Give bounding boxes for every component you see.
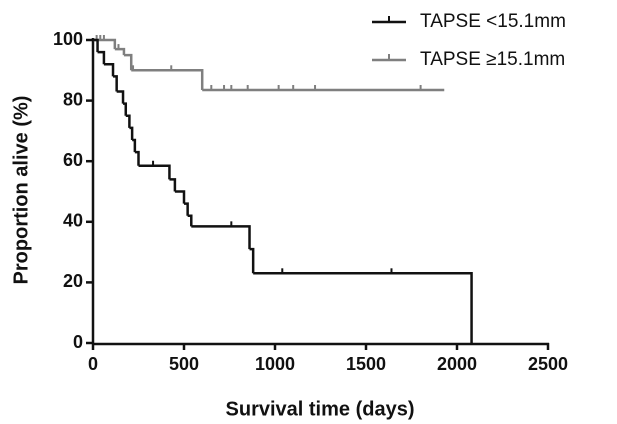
survival-step xyxy=(138,164,171,180)
survival-step xyxy=(93,38,117,50)
survival-step xyxy=(169,178,177,192)
legend-label: TAPSE <15.1mm xyxy=(420,11,566,32)
y-axis-title: Proportion alive (%) xyxy=(10,96,32,285)
survival-step xyxy=(123,102,128,116)
y-tick-label: 100 xyxy=(53,29,83,49)
x-tick-label: 1000 xyxy=(255,354,295,374)
survival-step xyxy=(174,190,186,204)
x-tick-label: 2500 xyxy=(528,354,568,374)
survival-step xyxy=(123,53,133,71)
y-tick-label: 20 xyxy=(63,271,83,291)
survival-step xyxy=(191,225,251,250)
survival-step xyxy=(116,90,125,104)
survival-step xyxy=(113,75,118,92)
survival-step xyxy=(125,114,131,128)
survival-step xyxy=(93,38,99,53)
y-tick-label: 0 xyxy=(73,332,83,352)
survival-step xyxy=(187,214,193,227)
survival-step xyxy=(249,247,255,274)
x-tick-label: 0 xyxy=(88,354,98,374)
x-axis-title: Survival time (days) xyxy=(226,398,415,420)
x-tick-label: 500 xyxy=(169,354,199,374)
survival-step xyxy=(129,126,134,140)
survival-step xyxy=(97,50,106,65)
y-tick-label: 40 xyxy=(63,211,83,231)
survival-step xyxy=(134,150,140,166)
x-tick-label: 1500 xyxy=(346,354,386,374)
survival-step xyxy=(103,62,115,77)
y-tick-label: 80 xyxy=(63,89,83,109)
survival-step xyxy=(184,202,189,216)
legend-label: TAPSE ≥15.1mm xyxy=(420,49,565,70)
y-tick-label: 60 xyxy=(63,150,83,170)
survival-step xyxy=(253,272,473,343)
x-tick-label: 2000 xyxy=(437,354,477,374)
survival-step xyxy=(132,138,137,153)
survival-step xyxy=(131,69,204,90)
